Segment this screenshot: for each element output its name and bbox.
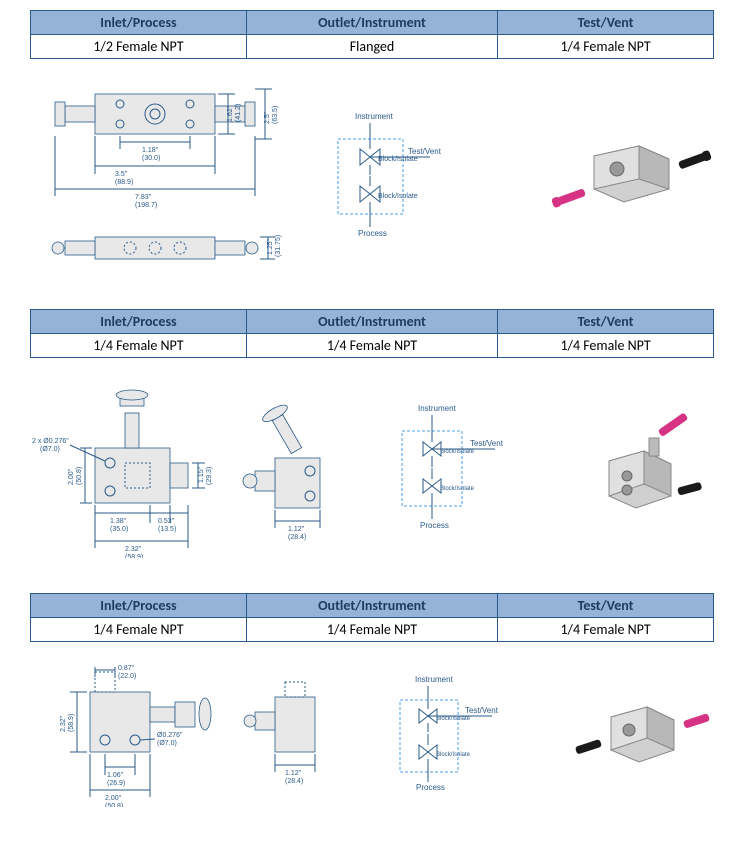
svg-text:Instrument: Instrument (415, 675, 454, 684)
svg-text:0.87": 0.87" (118, 665, 135, 672)
diagrams-row-3: 0.87" (22.0) 2.32" (58.9) Ø0.276" (Ø7.0) (30, 657, 714, 812)
col-header-outlet: Outlet/Instrument (246, 11, 497, 35)
table-row: 1/4 Female NPT 1/4 Female NPT 1/4 Female… (31, 334, 714, 358)
spec-table-1: Inlet/Process Outlet/Instrument Test/Ven… (30, 10, 714, 59)
section-1: Inlet/Process Outlet/Instrument Test/Ven… (30, 10, 714, 279)
svg-text:Block/Isolate: Block/Isolate (440, 449, 475, 455)
table-row: 1/4 Female NPT 1/4 Female NPT 1/4 Female… (31, 618, 714, 642)
svg-text:1.12": 1.12" (285, 770, 302, 777)
section-3: Inlet/Process Outlet/Instrument Test/Ven… (30, 593, 714, 812)
svg-text:(22.0): (22.0) (118, 673, 136, 680)
svg-text:(58.9): (58.9) (125, 554, 143, 558)
svg-text:Block/Isolate: Block/Isolate (378, 156, 418, 163)
svg-text:(198.7): (198.7) (135, 202, 157, 209)
col-header-testvent: Test/Vent (498, 11, 714, 35)
svg-text:1.12": 1.12" (288, 526, 305, 533)
svg-text:2.00": 2.00" (68, 468, 75, 485)
svg-text:Test/Vent: Test/Vent (470, 439, 504, 448)
col-header-inlet: Inlet/Process (31, 11, 247, 35)
tech-drawing-1: 1.62" (41.2) 2.5" (63.5) 1.18" (30.0) (30, 74, 290, 279)
col-header-outlet: Outlet/Instrument (246, 310, 497, 334)
svg-text:(63.5): (63.5) (272, 106, 279, 124)
cell-outlet: 1/4 Female NPT (246, 618, 497, 642)
svg-text:Process: Process (420, 521, 449, 530)
svg-text:7.83": 7.83" (135, 194, 152, 201)
cell-testvent: 1/4 Female NPT (498, 35, 714, 59)
col-header-testvent: Test/Vent (498, 310, 714, 334)
svg-text:Process: Process (358, 229, 387, 238)
spec-table-3: Inlet/Process Outlet/Instrument Test/Ven… (30, 593, 714, 642)
cell-testvent: 1/4 Female NPT (498, 618, 714, 642)
svg-text:Instrument: Instrument (418, 404, 457, 413)
svg-text:1.06": 1.06" (107, 772, 124, 779)
svg-text:(50.8): (50.8) (105, 803, 123, 807)
svg-text:(35.0): (35.0) (110, 526, 128, 533)
render-3d-3 (564, 677, 714, 792)
svg-text:Ø0.276": Ø0.276" (157, 732, 183, 739)
svg-text:(29.3): (29.3) (206, 467, 213, 485)
svg-text:2.32": 2.32" (125, 546, 142, 553)
svg-text:Instrument: Instrument (355, 112, 394, 121)
svg-text:0.53": 0.53" (158, 518, 175, 525)
cell-inlet: 1/4 Female NPT (31, 334, 247, 358)
svg-text:(50.8): (50.8) (76, 467, 83, 485)
cell-inlet: 1/2 Female NPT (31, 35, 247, 59)
schematic-2: Instrument Test/Vent Block/Isolate Block… (380, 401, 520, 536)
spec-table-2: Inlet/Process Outlet/Instrument Test/Ven… (30, 309, 714, 358)
svg-text:Block/Isolate: Block/Isolate (436, 752, 471, 758)
svg-text:2.32": 2.32" (60, 715, 67, 732)
col-header-inlet: Inlet/Process (31, 594, 247, 618)
section-2: Inlet/Process Outlet/Instrument Test/Ven… (30, 309, 714, 563)
svg-text:(88.9): (88.9) (115, 179, 133, 186)
svg-text:1.38": 1.38" (110, 518, 127, 525)
svg-text:(13.5): (13.5) (158, 526, 176, 533)
tech-drawing-2: 2 x Ø0.276" (Ø7.0) 2.00" (50.8) 1.15" (2… (30, 373, 360, 563)
col-header-outlet: Outlet/Instrument (246, 594, 497, 618)
svg-text:(58.9): (58.9) (68, 714, 75, 732)
svg-text:2 x Ø0.276": 2 x Ø0.276" (32, 438, 69, 445)
svg-text:1.62": 1.62" (227, 105, 234, 122)
render-3d-2 (564, 396, 714, 541)
svg-text:(Ø7.0): (Ø7.0) (157, 740, 177, 747)
svg-text:2.00": 2.00" (105, 795, 122, 802)
cell-inlet: 1/4 Female NPT (31, 618, 247, 642)
svg-text:Test/Vent: Test/Vent (408, 147, 442, 156)
cell-outlet: Flanged (246, 35, 497, 59)
svg-text:1.18": 1.18" (142, 147, 159, 154)
col-header-testvent: Test/Vent (498, 594, 714, 618)
svg-text:(26.9): (26.9) (107, 780, 125, 787)
diagrams-row-2: 2 x Ø0.276" (Ø7.0) 2.00" (50.8) 1.15" (2… (30, 373, 714, 563)
svg-text:(31.75): (31.75) (275, 235, 282, 257)
svg-text:Block/Isolate: Block/Isolate (436, 716, 471, 722)
col-header-inlet: Inlet/Process (31, 310, 247, 334)
svg-text:Process: Process (416, 783, 445, 792)
svg-text:2.5": 2.5" (264, 111, 271, 124)
render-3d-1 (544, 119, 714, 234)
svg-text:(28.4): (28.4) (285, 778, 303, 785)
cell-testvent: 1/4 Female NPT (498, 334, 714, 358)
svg-text:1.15": 1.15" (198, 466, 205, 483)
table-row: 1/2 Female NPT Flanged 1/4 Female NPT (31, 35, 714, 59)
cell-outlet: 1/4 Female NPT (246, 334, 497, 358)
svg-text:(28.4): (28.4) (288, 534, 306, 541)
tech-drawing-3: 0.87" (22.0) 2.32" (58.9) Ø0.276" (Ø7.0) (30, 657, 360, 812)
svg-text:Block/Isolate: Block/Isolate (440, 486, 475, 492)
svg-text:1.25": 1.25" (267, 238, 274, 255)
svg-text:(41.2): (41.2) (235, 104, 242, 122)
svg-text:3.5": 3.5" (115, 171, 128, 178)
svg-text:(30.0): (30.0) (142, 155, 160, 162)
schematic-1: Instrument Test/Vent Block/Isolate (310, 109, 460, 244)
svg-text:(Ø7.0): (Ø7.0) (40, 446, 60, 453)
schematic-3: Instrument Test/Vent Block/Isolate Block… (380, 672, 520, 797)
svg-text:Test/Vent: Test/Vent (465, 706, 499, 715)
svg-text:Block/Isolate: Block/Isolate (378, 193, 418, 200)
diagrams-row-1: 1.62" (41.2) 2.5" (63.5) 1.18" (30.0) (30, 74, 714, 279)
